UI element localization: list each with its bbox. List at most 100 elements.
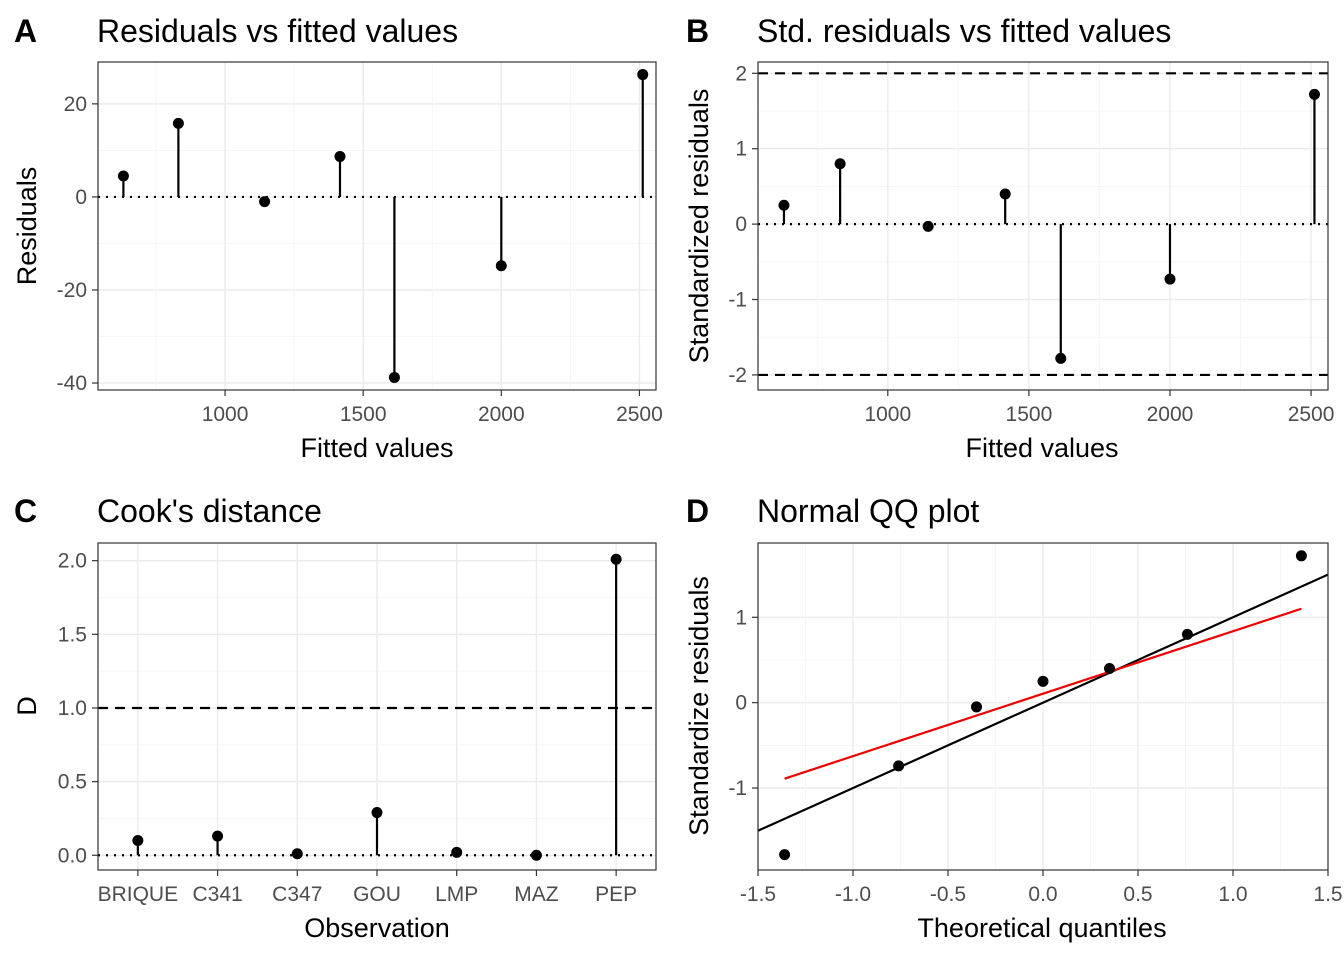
x-tick-label-c: C347 [272, 883, 322, 906]
y-tick-label-a: 20 [64, 93, 87, 116]
panel-d: D Normal QQ plot -1 0 1 -1.5 -1.0 -0.5 0.0 0.5 1… [684, 493, 1343, 943]
y-tick-label-a: 0 [75, 186, 87, 209]
data-point-a-5 [388, 371, 400, 383]
data-point-b-6 [1164, 273, 1176, 285]
data-point-d-7 [1295, 550, 1307, 562]
data-point-a-1 [117, 170, 129, 182]
data-point-d-4 [1037, 675, 1049, 687]
x-tick-label-a: 1500 [340, 403, 387, 426]
grid-a [98, 62, 656, 390]
panel-letter-b: B [686, 13, 709, 49]
grid-d [757, 543, 1329, 870]
x-tick-label-d: 1.0 [1218, 883, 1247, 906]
y-tick-label-b: 2 [735, 62, 747, 85]
y-axis-label-d: Standardize residuals [684, 576, 714, 836]
panel-title-c: Cook's distance [97, 493, 322, 529]
plot-area-d: -1 0 1 -1.5 -1.0 -0.5 0.0 0.5 1.0 1.5 [728, 542, 1343, 906]
grid-b [758, 62, 1328, 390]
y-tick-label-a: -40 [57, 372, 87, 395]
y-tick-label-b: -2 [728, 364, 747, 387]
data-point-c-5 [451, 846, 463, 858]
x-tick-label-d: -1.5 [740, 883, 776, 906]
marks-d [758, 550, 1328, 861]
x-axis-label-d: Theoretical quantiles [917, 913, 1166, 943]
y-tick-label-c: 0.5 [58, 771, 87, 794]
data-point-b-5 [1055, 352, 1067, 364]
y-axis-label-a: Residuals [12, 167, 42, 286]
x-tick-label-a: 2500 [616, 403, 663, 426]
qq-fit-line [784, 607, 1302, 780]
data-point-b-7 [1308, 88, 1320, 100]
data-point-b-3 [922, 220, 934, 232]
data-point-d-3 [971, 701, 982, 713]
x-tick-label-d: 0.0 [1028, 883, 1057, 906]
y-tick-label-c: 2.0 [58, 550, 87, 573]
panel-letter-c: C [14, 493, 37, 529]
data-point-c-4 [371, 807, 383, 819]
panel-frame-a [97, 61, 657, 391]
y-tick-label-b: 1 [735, 138, 747, 161]
x-axis-label-a: Fitted values [300, 433, 453, 463]
plot-area-c: 0.0 0.5 1.0 1.5 2.0 BRIQUE C341 C347 GOU LMP MAZ PE… [58, 542, 657, 906]
x-tick-label-c: BRIQUE [98, 883, 179, 906]
data-point-a-7 [637, 69, 649, 81]
y-tick-label-c: 1.5 [58, 623, 87, 646]
data-point-d-1 [779, 849, 791, 861]
data-point-c-6 [530, 849, 542, 861]
data-point-c-7 [610, 553, 622, 565]
x-tick-label-c: MAZ [514, 883, 559, 906]
y-tick-label-b: -1 [728, 289, 747, 312]
x-tick-label-d: -0.5 [930, 883, 966, 906]
data-point-b-2 [834, 158, 846, 170]
data-point-d-6 [1181, 628, 1193, 640]
y-tick-label-b: 0 [735, 213, 747, 236]
data-point-a-4 [334, 150, 346, 162]
y-tick-label-d: -1 [728, 777, 747, 800]
x-tick-label-c: LMP [435, 883, 478, 906]
marks-c [98, 553, 656, 861]
qq-reference-line [758, 573, 1328, 832]
data-point-c-1 [132, 835, 144, 847]
data-point-b-1 [778, 199, 790, 211]
x-tick-label-b: 1000 [864, 403, 911, 426]
x-tick-label-d: 0.5 [1123, 883, 1152, 906]
panel-b: B Std. residuals vs fitted values -2 -1 0 1… [684, 13, 1334, 463]
x-tick-label-b: 1500 [1006, 403, 1053, 426]
data-point-b-4 [999, 188, 1011, 200]
y-tick-label-c: 0.0 [58, 844, 87, 867]
y-tick-label-c: 1.0 [58, 697, 87, 720]
x-tick-label-d: -1.0 [835, 883, 871, 906]
x-axis-label-b: Fitted values [965, 433, 1118, 463]
x-tick-label-b: 2000 [1147, 403, 1194, 426]
y-axis-label-b: Standardized residuals [684, 89, 714, 364]
x-tick-label-c: GOU [353, 883, 401, 906]
x-tick-label-d: 1.5 [1313, 883, 1342, 906]
x-axis-label-c: Observation [304, 913, 450, 943]
x-tick-label-c: PEP [595, 883, 637, 906]
x-tick-label-a: 2000 [478, 403, 525, 426]
panel-a: A Residuals vs fitted values -40 -20 0 20 10… [12, 13, 663, 463]
data-point-a-2 [172, 117, 184, 129]
marks-a [98, 69, 656, 383]
y-tick-label-a: -20 [57, 279, 87, 302]
marks-b [758, 72, 1328, 377]
data-point-c-2 [212, 830, 224, 842]
panel-frame-b [757, 61, 1329, 391]
x-tick-label-c: C341 [192, 883, 242, 906]
panel-letter-a: A [14, 13, 37, 49]
panel-title-b: Std. residuals vs fitted values [757, 13, 1171, 49]
data-point-a-6 [495, 260, 507, 272]
data-point-a-3 [259, 196, 271, 208]
panel-letter-d: D [686, 493, 709, 529]
y-tick-label-d: 0 [735, 692, 747, 715]
panel-title-a: Residuals vs fitted values [97, 13, 458, 49]
x-tick-label-a: 1000 [202, 403, 249, 426]
y-axis-label-c: D [12, 696, 42, 716]
data-point-d-2 [893, 760, 905, 772]
y-tick-label-d: 1 [735, 606, 747, 629]
plot-area-b: -2 -1 0 1 2 1000 1500 2000 2500 [728, 61, 1334, 426]
panel-c: C Cook's distance 0.0 0.5 1.0 1.5 2.0 BRIQUE C… [12, 493, 657, 943]
panel-title-d: Normal QQ plot [757, 493, 979, 529]
data-point-c-3 [291, 848, 303, 860]
